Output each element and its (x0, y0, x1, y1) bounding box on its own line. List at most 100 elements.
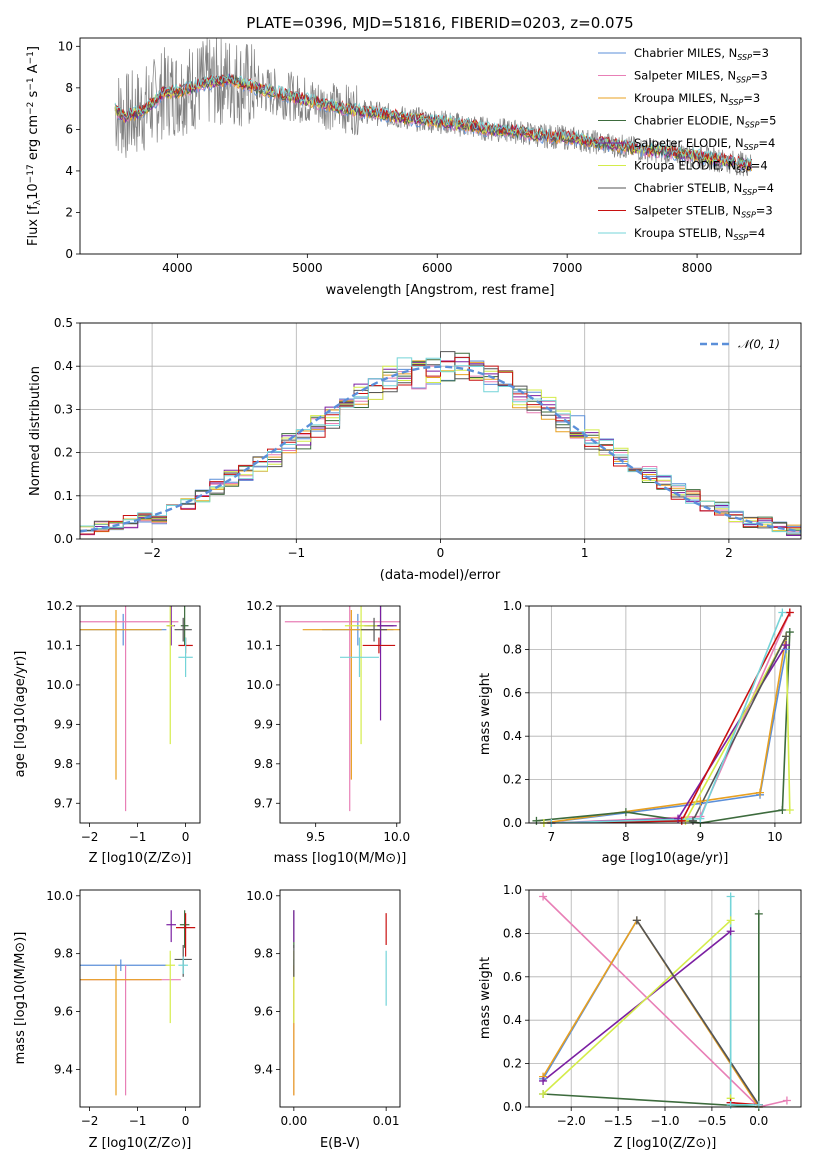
spectrum-panel: 4000 5000 6000 7000 8000 0 2 4 6 8 10 PLATE=0396, M… (26, 14, 802, 298)
residuals-ytick-label: 0.0 (54, 532, 73, 546)
spectrum-legend-label: Salpeter ELODIE, NSSP=4 (634, 136, 775, 152)
weight-vs-age-series-line (543, 636, 787, 823)
spectrum-ytick-label: 10 (58, 39, 73, 53)
age-vs-Z-panel: −2 −1 0 9.7 9.8 9.9 10.0 10.1 10.2 Z [log10(Z/Z⊙)… (13, 599, 201, 866)
spectrum-frame (79, 37, 802, 255)
spectrum-ytick-label: 4 (65, 164, 73, 178)
residuals-ytick-label: 0.1 (54, 489, 73, 503)
spectrum-ytick-label: 2 (65, 205, 73, 219)
weight-vs-age-series-line (551, 612, 791, 823)
age-vs-mass-frame (279, 605, 401, 824)
age-vs-Z-ytick-label: 10.0 (46, 678, 73, 692)
age-vs-Z-xlabel: Z [log10(Z/Z⊙)] (89, 851, 192, 866)
weight-vs-age-ytick-label: 0.4 (503, 729, 522, 743)
mass-vs-Z-ytick-label: 10.0 (46, 889, 73, 903)
mass-vs-Z-xtick-label: −2 (81, 1114, 99, 1128)
weight-vs-Z-ytick-label: 1.0 (503, 883, 522, 897)
age-vs-Z-xtick-label: −2 (81, 830, 99, 844)
weight-vs-Z-marker (539, 1076, 548, 1085)
residuals-xlabel: (data-model)/error (380, 568, 501, 583)
spectrum-legend-label: Chabrier ELODIE, NSSP=5 (634, 114, 776, 130)
mass-vs-Z-ylabel: mass [log10(M/M⊙)] (13, 932, 28, 1065)
weight-vs-age-xtick-label: 10 (767, 830, 782, 844)
weight-vs-Z-series-line (542, 895, 788, 1107)
spectrum-ytick-label: 0 (65, 247, 73, 261)
weight-vs-age-marker (688, 816, 697, 825)
age-vs-Z-ytick-label: 9.9 (54, 717, 73, 731)
spectrum-legend-label: Salpeter STELIB, NSSP=3 (634, 204, 773, 220)
weight-vs-age-series-line (543, 633, 791, 823)
spectrum-ytick-label: 8 (65, 81, 73, 95)
spectrum-xtick-label: 6000 (422, 261, 453, 275)
residuals-histogram (80, 357, 801, 534)
weight-vs-Z-marker (726, 1100, 735, 1109)
spectrum-data-line (114, 38, 752, 177)
weight-vs-Z-series-line (636, 919, 760, 1106)
mass-vs-EBV-ytick-label: 9.6 (254, 1005, 273, 1019)
age-vs-Z-xtick-label: 0 (182, 830, 190, 844)
spectrum-xlabel: wavelength [Angstrom, rest frame] (326, 283, 555, 298)
residuals-ytick-label: 0.4 (54, 359, 73, 373)
weight-vs-Z-panel: −2.0 −1.5 −1.0 −0.5 0.0 0.0 0.2 0.4 0.6 0.8 1.0 Z [… (478, 883, 802, 1151)
weight-vs-Z-xtick-label: −1.0 (650, 1114, 679, 1128)
age-vs-mass-xtick-label: 9.5 (306, 830, 325, 844)
mass-vs-Z-plot-area (80, 910, 196, 1096)
weight-vs-age-ylabel: mass weight (478, 673, 493, 755)
age-vs-mass-xtick-label: 10.0 (383, 830, 410, 844)
weight-vs-Z-marker (726, 927, 735, 936)
weight-vs-age-ytick-label: 0.8 (503, 642, 522, 656)
weight-vs-age-marker (756, 788, 765, 797)
weight-vs-age-marker (778, 608, 787, 617)
weight-vs-age-series-line (536, 631, 791, 823)
weight-vs-Z-ytick-label: 0.0 (503, 1100, 522, 1114)
age-vs-mass-ytick-label: 9.7 (254, 796, 273, 810)
residuals-ytick-label: 0.2 (54, 446, 73, 460)
weight-vs-Z-marker (539, 1089, 548, 1098)
weight-vs-Z-ytick-label: 0.2 (503, 1057, 522, 1071)
residuals-xtick-label: 0 (437, 546, 445, 560)
weight-vs-age-marker (696, 797, 705, 806)
weight-vs-age-marker (785, 805, 794, 814)
mass-vs-Z-panel: −2 −1 0 9.4 9.6 9.8 10.0 Z [log10(Z/Z⊙)] mass [l… (13, 889, 201, 1151)
age-vs-mass-ytick-label: 9.8 (254, 757, 273, 771)
weight-vs-age-marker (696, 814, 705, 823)
residuals-ytick-label: 0.3 (54, 402, 73, 416)
weight-vs-Z-xtick-label: −2.0 (557, 1114, 586, 1128)
weight-vs-age-ytick-label: 1.0 (503, 599, 522, 613)
weight-vs-age-marker (621, 808, 630, 817)
weight-vs-Z-frame (528, 889, 802, 1108)
residuals-xtick-label: −1 (287, 546, 305, 560)
spectrum-xtick-label: 5000 (292, 261, 323, 275)
age-vs-mass-ytick-label: 9.9 (254, 717, 273, 731)
spectrum-xtick-label: 7000 (552, 261, 583, 275)
mass-vs-EBV-xlabel: E(B-V) (320, 1136, 360, 1151)
spectrum-legend-label: Kroupa MILES, NSSP=3 (634, 91, 760, 107)
mass-vs-Z-frame (79, 889, 201, 1108)
spectrum-title: PLATE=0396, MJD=51816, FIBERID=0203, z=0… (246, 14, 633, 32)
weight-vs-age-xtick-label: 8 (622, 830, 630, 844)
weight-vs-Z-ytick-label: 0.6 (503, 970, 522, 984)
weight-vs-age-series-line (551, 636, 787, 823)
residuals-ytick-label: 0.5 (54, 316, 73, 330)
spectrum-xtick-label: 4000 (162, 261, 193, 275)
mass-vs-EBV-ytick-label: 10.0 (246, 889, 273, 903)
spectrum-legend-label: Salpeter MILES, NSSP=3 (634, 69, 768, 85)
normal-curve (80, 365, 801, 533)
mass-vs-Z-xtick-label: −1 (129, 1114, 147, 1128)
spectrum-ylabel: Flux [fλ10−17 erg cm−2 s−1 A−1] (26, 46, 43, 246)
residuals-frame (79, 322, 802, 540)
weight-vs-age-marker (782, 641, 791, 650)
age-vs-Z-ytick-label: 10.2 (46, 599, 73, 613)
mass-vs-EBV-xtick-label: 0.01 (373, 1114, 400, 1128)
mass-vs-EBV-panel: 0.00 0.01 9.4 9.6 9.8 10.0 E(B-V) (246, 889, 401, 1151)
age-vs-mass-plot-area (284, 606, 400, 812)
weight-vs-age-frame (528, 605, 802, 824)
spectrum-legend-label: Kroupa STELIB, NSSP=4 (634, 226, 765, 242)
age-vs-Z-ylabel: age [log10(age/yr)] (13, 651, 28, 778)
weight-vs-Z-series-line (729, 896, 759, 1106)
age-vs-mass-xlabel: mass [log10(M/M⊙)] (274, 851, 407, 866)
mass-vs-EBV-ytick-label: 9.4 (254, 1062, 273, 1076)
weight-vs-age-xtick-label: 9 (697, 830, 705, 844)
weight-vs-age-series-line (551, 612, 784, 823)
